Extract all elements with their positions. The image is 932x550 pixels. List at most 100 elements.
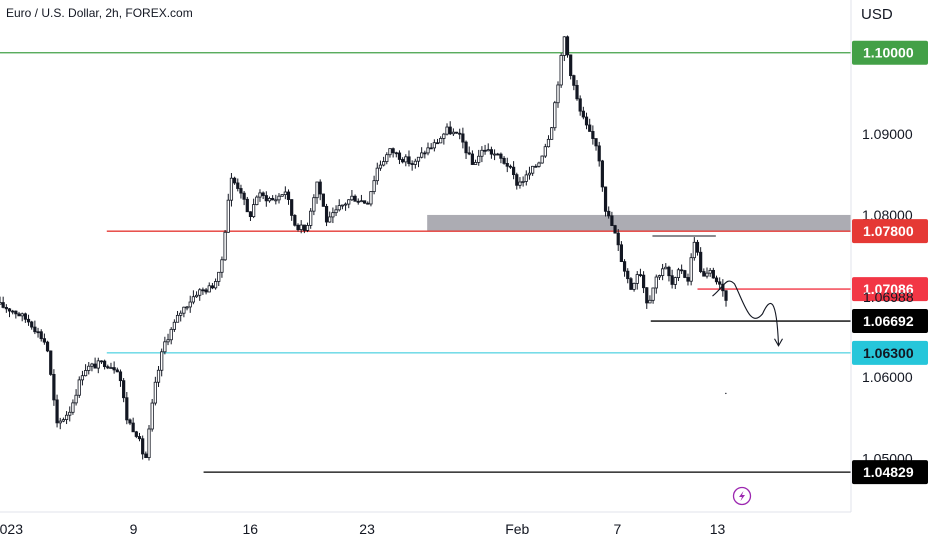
candle — [137, 432, 142, 442]
candle-body — [115, 369, 119, 373]
candle-body — [210, 285, 215, 289]
candle — [489, 146, 494, 159]
candle-body — [429, 147, 433, 150]
candle — [724, 290, 728, 307]
candle-body — [502, 157, 506, 164]
candle — [527, 166, 532, 180]
candle — [382, 156, 386, 167]
candle — [194, 291, 199, 298]
candle-body — [483, 149, 487, 152]
candle-body — [315, 181, 319, 199]
candle — [201, 287, 205, 295]
candle-body — [290, 199, 294, 216]
candle-body — [68, 411, 72, 416]
candle — [708, 267, 712, 277]
candle-body — [546, 138, 551, 148]
candle — [134, 430, 138, 439]
candle — [223, 230, 227, 261]
candle-body — [641, 274, 646, 289]
lightning-icon[interactable] — [732, 486, 752, 506]
candle-body — [71, 402, 75, 413]
candle — [210, 282, 215, 290]
candle-body — [156, 369, 161, 383]
candle — [711, 267, 715, 279]
level-badge — [852, 460, 928, 485]
candle — [153, 376, 157, 406]
candle — [169, 327, 173, 345]
candle — [442, 132, 446, 145]
candle — [141, 435, 145, 460]
candle — [394, 151, 398, 158]
candle — [619, 241, 623, 263]
level-label: 1.10000 — [863, 45, 914, 61]
candle-body — [64, 414, 69, 420]
candle — [546, 135, 551, 148]
candle — [591, 125, 595, 145]
candle — [515, 172, 519, 190]
candle — [366, 201, 370, 205]
candle-body — [309, 210, 313, 226]
candle — [14, 310, 18, 319]
candle — [204, 287, 208, 295]
candle-body — [213, 281, 218, 289]
candle-body — [198, 289, 202, 296]
candle — [531, 165, 535, 176]
candle — [58, 417, 62, 430]
candle — [321, 193, 325, 207]
candle — [641, 271, 646, 294]
candle-body — [141, 438, 145, 455]
candle-body — [670, 275, 674, 285]
candle — [369, 191, 373, 207]
candle-body — [632, 282, 636, 290]
candle-body — [543, 146, 547, 157]
candle-body — [223, 231, 227, 261]
candle-body — [489, 149, 494, 155]
candle-body — [153, 381, 157, 404]
candle-body — [404, 156, 408, 163]
candle — [648, 295, 652, 304]
candle — [543, 143, 547, 158]
candle-body — [394, 152, 398, 155]
candle — [480, 146, 484, 163]
candle-body — [413, 160, 417, 165]
candle-body — [426, 147, 430, 154]
level-label: 1.07086 — [863, 281, 914, 297]
price-axis[interactable]: 1.090001.080001.060001.050001.100001.078… — [850, 0, 928, 512]
candle — [565, 35, 570, 58]
candle — [302, 224, 306, 234]
candle — [74, 389, 78, 406]
candle — [144, 451, 148, 459]
candle-body — [375, 167, 379, 182]
candle-body — [680, 269, 684, 272]
level-badge — [852, 340, 928, 365]
candle-body — [473, 162, 478, 165]
time-axis[interactable]: 2023 9 16 23 Feb 7 13 — [0, 511, 851, 537]
candle — [483, 144, 487, 155]
candle — [473, 159, 478, 165]
candle-body — [420, 152, 424, 158]
candle-body — [90, 363, 94, 367]
candle — [502, 156, 506, 165]
level-badge — [852, 219, 928, 244]
candle-body — [565, 36, 570, 56]
candle — [673, 276, 677, 289]
candle — [645, 287, 649, 309]
candle — [413, 158, 417, 169]
candle-body — [388, 148, 392, 156]
candle-body — [664, 266, 668, 270]
candle — [245, 196, 249, 213]
candle — [477, 149, 481, 166]
candle — [594, 138, 598, 151]
level-label: 1.06692 — [863, 313, 914, 329]
candle-body — [705, 272, 709, 277]
candle — [718, 277, 722, 290]
level-label: 1.06300 — [863, 345, 914, 361]
candle-body — [524, 174, 528, 182]
candle-body — [293, 215, 297, 226]
candle — [426, 142, 430, 156]
candle — [676, 267, 681, 282]
candle-body — [724, 290, 728, 301]
candle-body — [397, 152, 402, 160]
candle-body — [378, 164, 383, 169]
